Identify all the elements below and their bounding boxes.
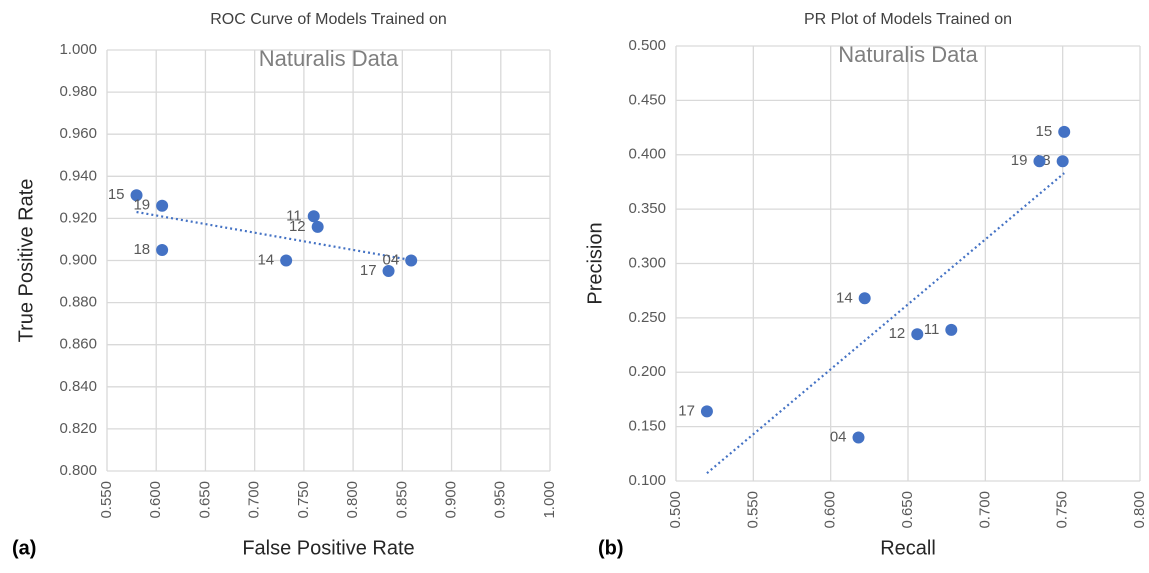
y-tick-label: 0.150 (628, 418, 666, 435)
point-label: 19 (1011, 152, 1028, 169)
point-label: 04 (830, 428, 847, 445)
y-tick-label: 0.860 (59, 336, 97, 353)
chart-title: PR Plot of Models Trained on (804, 11, 1012, 28)
point-label: 19 (133, 197, 150, 214)
data-point (307, 210, 320, 223)
x-tick-label: 0.600 (822, 491, 839, 529)
x-axis-label: False Positive Rate (242, 537, 414, 559)
y-tick-label: 0.250 (628, 309, 666, 326)
y-tick-label: 0.450 (628, 91, 666, 108)
y-tick-label: 0.840 (59, 378, 97, 395)
data-point (852, 431, 865, 444)
y-tick-label: 0.940 (59, 167, 97, 184)
x-tick-label: 0.750 (1054, 491, 1071, 529)
trendline (136, 210, 412, 262)
y-tick-label: 1.000 (59, 41, 97, 58)
y-tick-label: 0.920 (59, 209, 97, 226)
point-label: 15 (108, 186, 125, 203)
chart-subtitle: Naturalis Data (259, 46, 399, 71)
x-tick-label: 0.550 (98, 481, 115, 519)
x-tick-label: 0.800 (344, 481, 361, 519)
data-point (311, 220, 324, 233)
x-tick-label: 1.000 (541, 481, 558, 519)
data-point (1056, 155, 1069, 168)
y-axis-label: True Positive Rate (15, 179, 37, 343)
y-tick-label: 0.100 (628, 472, 666, 489)
x-tick-label: 0.850 (393, 481, 410, 519)
data-point (1058, 125, 1071, 138)
chart-subtitle: Naturalis Data (838, 42, 978, 67)
x-axis-label: Recall (880, 537, 936, 559)
point-label: 12 (889, 325, 906, 342)
point-label: 17 (678, 402, 695, 419)
data-point (1033, 155, 1046, 168)
panel-label: (b) (598, 537, 624, 559)
y-tick-label: 0.980 (59, 83, 97, 100)
data-point (280, 254, 293, 267)
y-tick-label: 0.500 (628, 37, 666, 54)
data-point (382, 265, 395, 278)
y-tick-label: 0.880 (59, 294, 97, 311)
x-tick-label: 0.550 (744, 491, 761, 529)
y-tick-label: 0.800 (59, 462, 97, 479)
data-point (405, 254, 418, 267)
y-tick-label: 0.820 (59, 420, 97, 437)
point-label: 14 (836, 289, 853, 306)
x-tick-label: 0.650 (899, 491, 916, 529)
chart-title: ROC Curve of Models Trained on (210, 11, 447, 28)
data-point (156, 199, 169, 212)
data-point (700, 405, 713, 418)
point-label: 17 (360, 262, 377, 279)
x-tick-label: 0.500 (667, 491, 684, 529)
y-tick-label: 0.960 (59, 125, 97, 142)
trendline (706, 172, 1065, 475)
y-tick-label: 0.300 (628, 254, 666, 271)
x-tick-label: 0.650 (196, 481, 213, 519)
data-point (911, 328, 924, 341)
x-tick-label: 0.700 (246, 481, 263, 519)
x-tick-label: 0.900 (443, 481, 460, 519)
y-axis-label: Precision (584, 222, 606, 304)
point-label: 18 (133, 241, 150, 258)
data-point (858, 292, 871, 305)
x-tick-label: 0.950 (492, 481, 509, 519)
y-tick-label: 0.200 (628, 363, 666, 380)
data-point (130, 189, 143, 202)
x-tick-label: 0.600 (147, 481, 164, 519)
y-tick-label: 0.900 (59, 251, 97, 268)
x-tick-label: 0.750 (295, 481, 312, 519)
point-label: 12 (289, 218, 306, 235)
point-label: 15 (1036, 123, 1053, 140)
x-tick-label: 0.800 (1131, 491, 1148, 529)
point-label: 14 (257, 251, 274, 268)
x-tick-label: 0.700 (976, 491, 993, 529)
point-label: 04 (383, 251, 400, 268)
panel-label: (a) (12, 537, 36, 559)
y-tick-label: 0.400 (628, 146, 666, 163)
y-tick-label: 0.350 (628, 200, 666, 217)
data-point (156, 243, 169, 256)
data-point (945, 323, 958, 336)
point-label: 11 (286, 207, 302, 224)
point-label: 11 (924, 321, 940, 338)
